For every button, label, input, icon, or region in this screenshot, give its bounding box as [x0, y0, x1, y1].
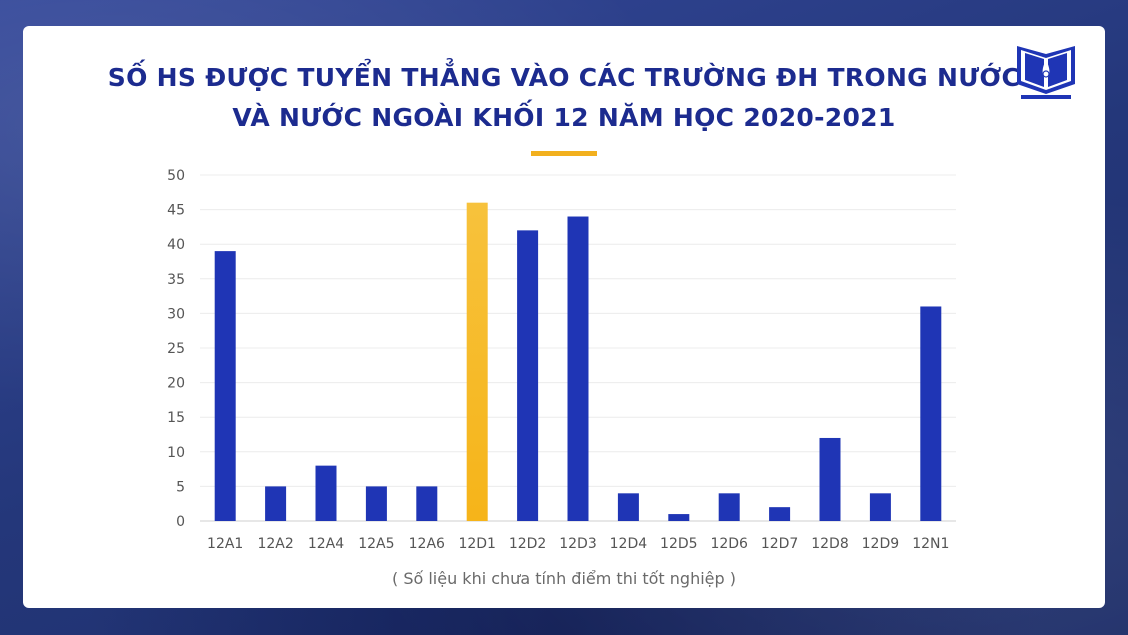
chart-note: ( Số liệu khi chưa tính điểm thi tốt ngh…: [391, 569, 736, 588]
x-tick-label: 12A4: [308, 536, 344, 552]
x-tick-label: 12D6: [710, 536, 748, 552]
x-tick-label: 12D1: [458, 536, 496, 552]
x-tick-label: 12A6: [409, 536, 445, 552]
x-tick-label: 12N1: [912, 536, 949, 552]
bar-12d2: [517, 230, 539, 522]
bar-chart: 0 5 10 15 20 25 30 35 40 45 50 12A1 12A2 12A4 12A5 12A6…: [167, 168, 956, 552]
y-tick-label: 30: [167, 306, 185, 322]
chart-title: SỐ HS ĐƯỢC TUYỂN THẲNG VÀO CÁC TRƯỜNG ĐH…: [23, 58, 1105, 138]
title-line-2: VÀ NƯỚC NGOÀI KHỐI 12 NĂM HỌC 2020-2021: [232, 103, 896, 132]
x-tick-label: 12D3: [559, 536, 597, 552]
y-tick-label: 50: [167, 168, 185, 184]
y-tick-label: 35: [167, 272, 185, 288]
y-tick-label: 5: [176, 479, 185, 495]
bar-12d1: [466, 202, 488, 521]
x-tick-label: 12D5: [660, 536, 698, 552]
bar-12a5: [365, 486, 387, 521]
x-tick-label: 12A5: [358, 536, 394, 552]
y-tick-label: 40: [167, 237, 185, 253]
bar-12d5: [668, 514, 690, 521]
bar-12d6: [718, 493, 740, 521]
x-tick-label: 12A2: [257, 536, 293, 552]
bar-12d3: [567, 216, 589, 521]
bar-12d4: [617, 493, 639, 521]
x-tick-label: 12D2: [509, 536, 547, 552]
x-tick-label: 12A1: [207, 536, 243, 552]
x-tick-label: 12D7: [761, 536, 799, 552]
bar-12a6: [416, 486, 438, 521]
bar-12n1: [920, 306, 942, 521]
y-tick-label: 20: [167, 376, 185, 392]
bar-12a4: [315, 465, 337, 521]
title-underline: [531, 151, 597, 156]
bar-12a1: [214, 251, 236, 521]
bar-12d8: [819, 437, 841, 521]
y-tick-label: 45: [167, 203, 185, 219]
y-tick-label: 25: [167, 341, 185, 357]
y-tick-label: 15: [167, 410, 185, 426]
y-tick-label: 10: [167, 445, 185, 461]
x-tick-label: 12D4: [610, 536, 648, 552]
bar-12a2: [265, 486, 287, 521]
y-tick-label: 0: [176, 514, 185, 530]
title-line-1: SỐ HS ĐƯỢC TUYỂN THẲNG VÀO CÁC TRƯỜNG ĐH…: [107, 63, 1021, 92]
x-tick-label: 12D8: [811, 536, 849, 552]
bar-12d9: [869, 493, 891, 521]
chart-card: SỐ HS ĐƯỢC TUYỂN THẲNG VÀO CÁC TRƯỜNG ĐH…: [23, 26, 1105, 608]
school-logo-icon: [1017, 46, 1075, 99]
bar-12d7: [769, 507, 791, 521]
x-tick-label: 12D9: [862, 536, 900, 552]
